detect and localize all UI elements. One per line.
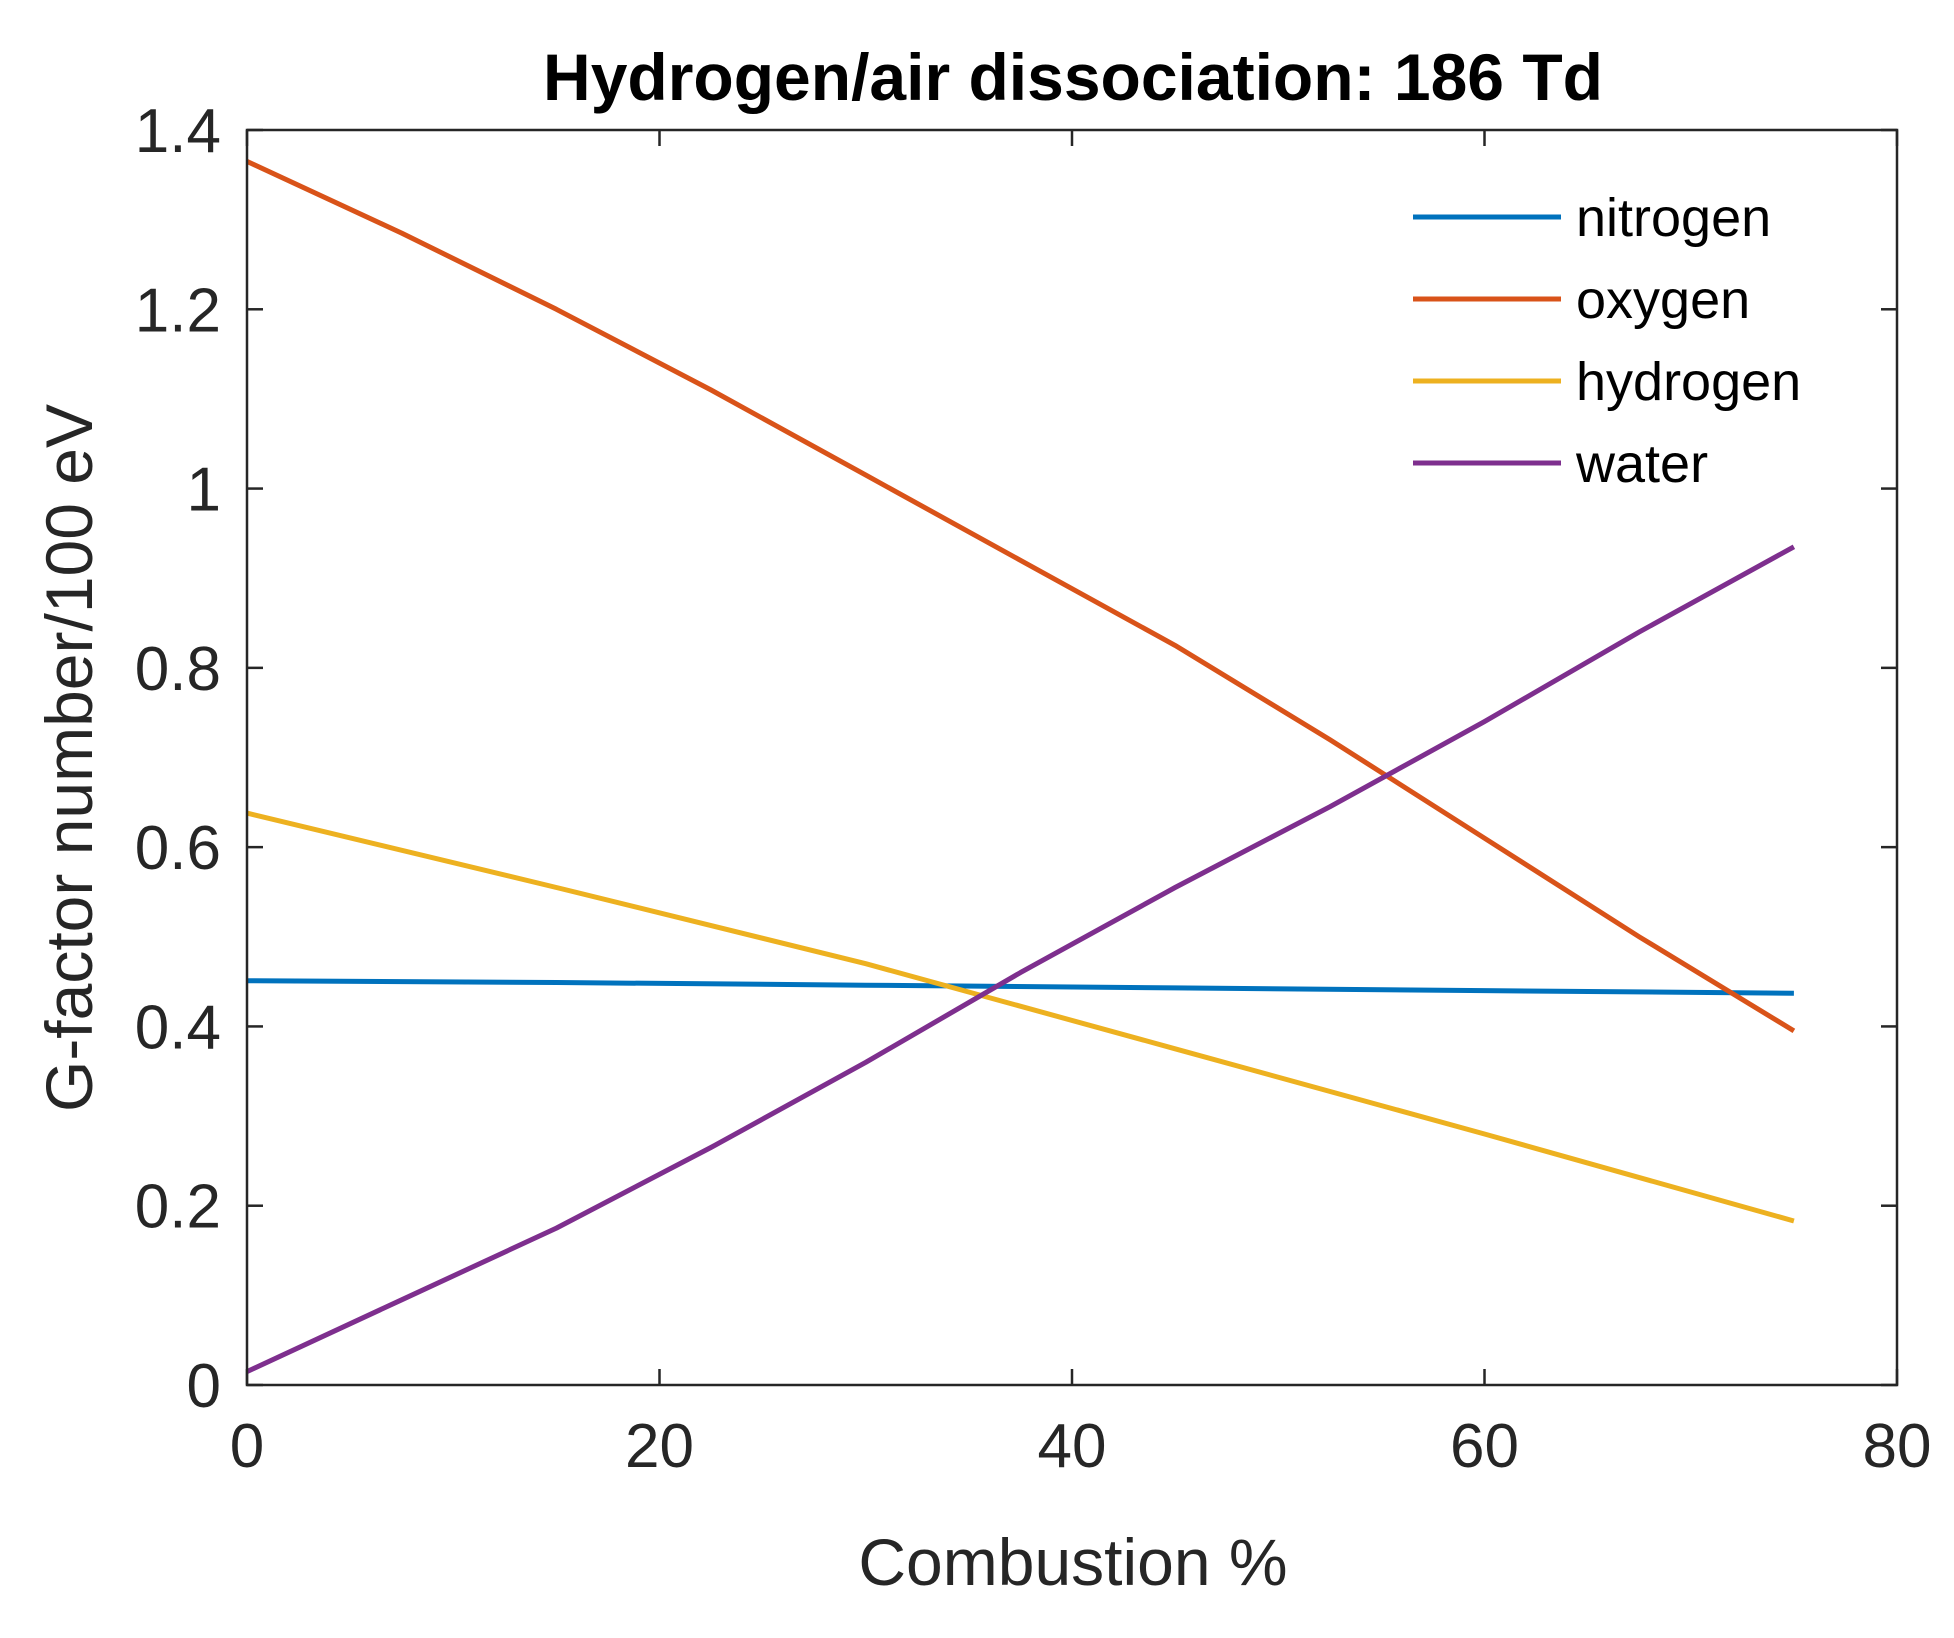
x-tick-label: 60 <box>1450 1412 1519 1481</box>
series-line-oxygen <box>245 159 1796 1034</box>
series-line-nitrogen <box>246 978 1794 996</box>
y-tick-label: 0 <box>187 1352 221 1421</box>
legend-label-hydrogen: hydrogen <box>1576 352 1801 412</box>
chart-title: Hydrogen/air dissociation: 186 Td <box>543 40 1603 114</box>
x-tick-label: 0 <box>230 1412 264 1481</box>
x-tick-label: 80 <box>1863 1412 1932 1481</box>
y-tick-label: 1.4 <box>135 97 221 166</box>
y-tick-label: 0.4 <box>135 993 221 1062</box>
x-axis-label: Combustion % <box>858 1525 1287 1599</box>
x-tick-label: 20 <box>625 1412 694 1481</box>
legend-label-nitrogen: nitrogen <box>1576 188 1771 248</box>
series-line-hydrogen <box>246 810 1795 1224</box>
plot-area-frame <box>245 128 1899 1387</box>
y-tick-label: 1 <box>187 456 221 525</box>
y-tick-label: 0.6 <box>135 814 221 883</box>
series-lines <box>245 159 1796 1374</box>
axis-ticks: 0 20 40 60 80 0 0.2 0.4 0.6 0.8 1 1.2 1.4 <box>135 97 1932 1481</box>
legend-label-oxygen: oxygen <box>1576 270 1750 330</box>
y-tick-label: 0.2 <box>135 1173 221 1242</box>
legend: nitrogen oxygen hydrogen water <box>1413 188 1801 494</box>
legend-label-water: water <box>1575 434 1708 494</box>
y-tick-label: 0.8 <box>135 635 221 704</box>
x-tick-label: 40 <box>1038 1412 1107 1481</box>
y-axis-label: G-factor number/100 eV <box>32 404 106 1112</box>
y-tick-label: 1.2 <box>135 276 221 345</box>
series-line-water <box>245 544 1796 1374</box>
